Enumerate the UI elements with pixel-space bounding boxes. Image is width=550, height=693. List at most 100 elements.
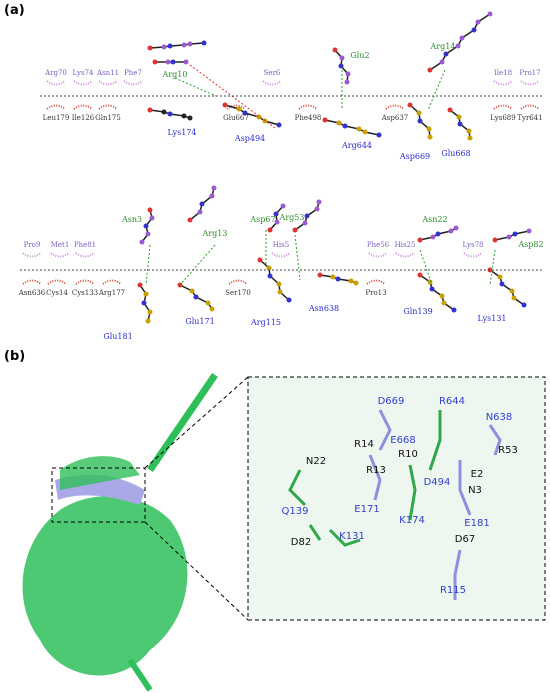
atom [332,47,338,53]
hydrophobic-arc [368,252,388,258]
atom [143,291,149,297]
h-bond [294,234,301,281]
residue-label: Tyr641 [517,114,542,122]
atom [353,280,359,286]
residue-label: Met1 [51,241,70,249]
residue-label: His25 [395,241,416,249]
atom [170,59,176,65]
residue-label: Ile18 [494,69,512,77]
residue-label: N638 [486,412,513,423]
atom [273,211,279,217]
hydrophobic-arc [520,80,540,86]
residue-label: Ile126 [72,114,95,122]
atom [167,43,173,49]
atom [499,281,505,287]
residue-label: Arg644 [341,141,372,150]
atom [209,193,215,199]
atom [242,110,248,116]
atom [426,126,432,132]
atom [236,106,242,112]
residue-label: Pro13 [365,289,386,297]
atom [441,300,447,306]
atom [448,228,454,234]
atom [348,278,354,284]
bond [489,269,525,306]
residue-label: Glu171 [185,317,214,326]
residue-stick [288,469,307,507]
bond [419,274,455,311]
atom [475,19,481,25]
residue-stick [453,549,462,600]
residue-label: Q139 [282,506,309,517]
atom [457,121,463,127]
residue-label: E171 [354,504,379,515]
atom [147,107,153,113]
residue-label: R13 [366,465,386,476]
zoom-sticks [288,409,502,600]
residue-label: D669 [378,396,405,407]
atom [183,59,189,65]
atom [304,213,310,219]
atom [181,113,187,119]
residue-label: Lys74 [73,69,95,77]
atom [512,231,518,237]
residue-label: R115 [440,585,466,596]
atom [276,281,282,287]
residue-stick [458,460,472,516]
atom [165,59,171,65]
atom [256,114,262,120]
atom [362,129,368,135]
atom [471,27,477,33]
residue-label: E181 [464,518,489,529]
residue-label: Phe56 [367,241,390,249]
hydrophobic-arc [102,279,122,285]
atom [147,309,153,315]
residue-label: Asn638 [308,304,339,313]
hydrophobic-arc [395,252,415,258]
residue-label: Arg14 [430,42,456,51]
hydrophobic-arc [493,104,513,110]
residue-stick [328,528,361,547]
hydrophobic-arc [22,279,42,285]
residue-label: D67 [455,534,475,545]
atom [147,207,153,213]
residue-label: E668 [390,435,415,446]
h-bond [179,244,216,286]
residue-label: Asp82 [517,240,543,249]
residue-label: Phe498 [295,114,322,122]
hydrophobic-arc [22,252,42,258]
atom [139,239,145,245]
atom [189,288,195,294]
residue-label: Arg10 [162,70,188,79]
atom [506,234,512,240]
atom [187,217,193,223]
ligand-diagrams [22,11,540,324]
hydrophobic-arc [228,279,248,285]
bond [324,119,380,136]
atom [205,300,211,306]
atom [137,282,143,288]
atom [453,225,459,231]
hydrophobic-arc [98,104,118,110]
atom [344,79,350,85]
residue-label: Asp494 [234,134,265,143]
hydrophobic-arc [123,80,143,86]
residue-label: Lys78 [463,241,484,249]
atom [266,265,272,271]
bond [494,230,530,241]
atom [209,306,215,312]
atom [181,42,187,48]
atom [199,201,205,207]
atom [345,71,351,77]
bond [269,205,284,231]
atom [302,220,308,226]
atom [330,274,336,280]
residue-label: K131 [339,531,365,542]
atom [314,206,320,212]
residue-label: Leu179 [43,114,70,122]
atom [267,227,273,233]
panel-label: (a) [4,3,25,18]
residue-label: R644 [439,396,465,407]
hydrophobic-arc [366,279,386,285]
atom [152,59,158,65]
